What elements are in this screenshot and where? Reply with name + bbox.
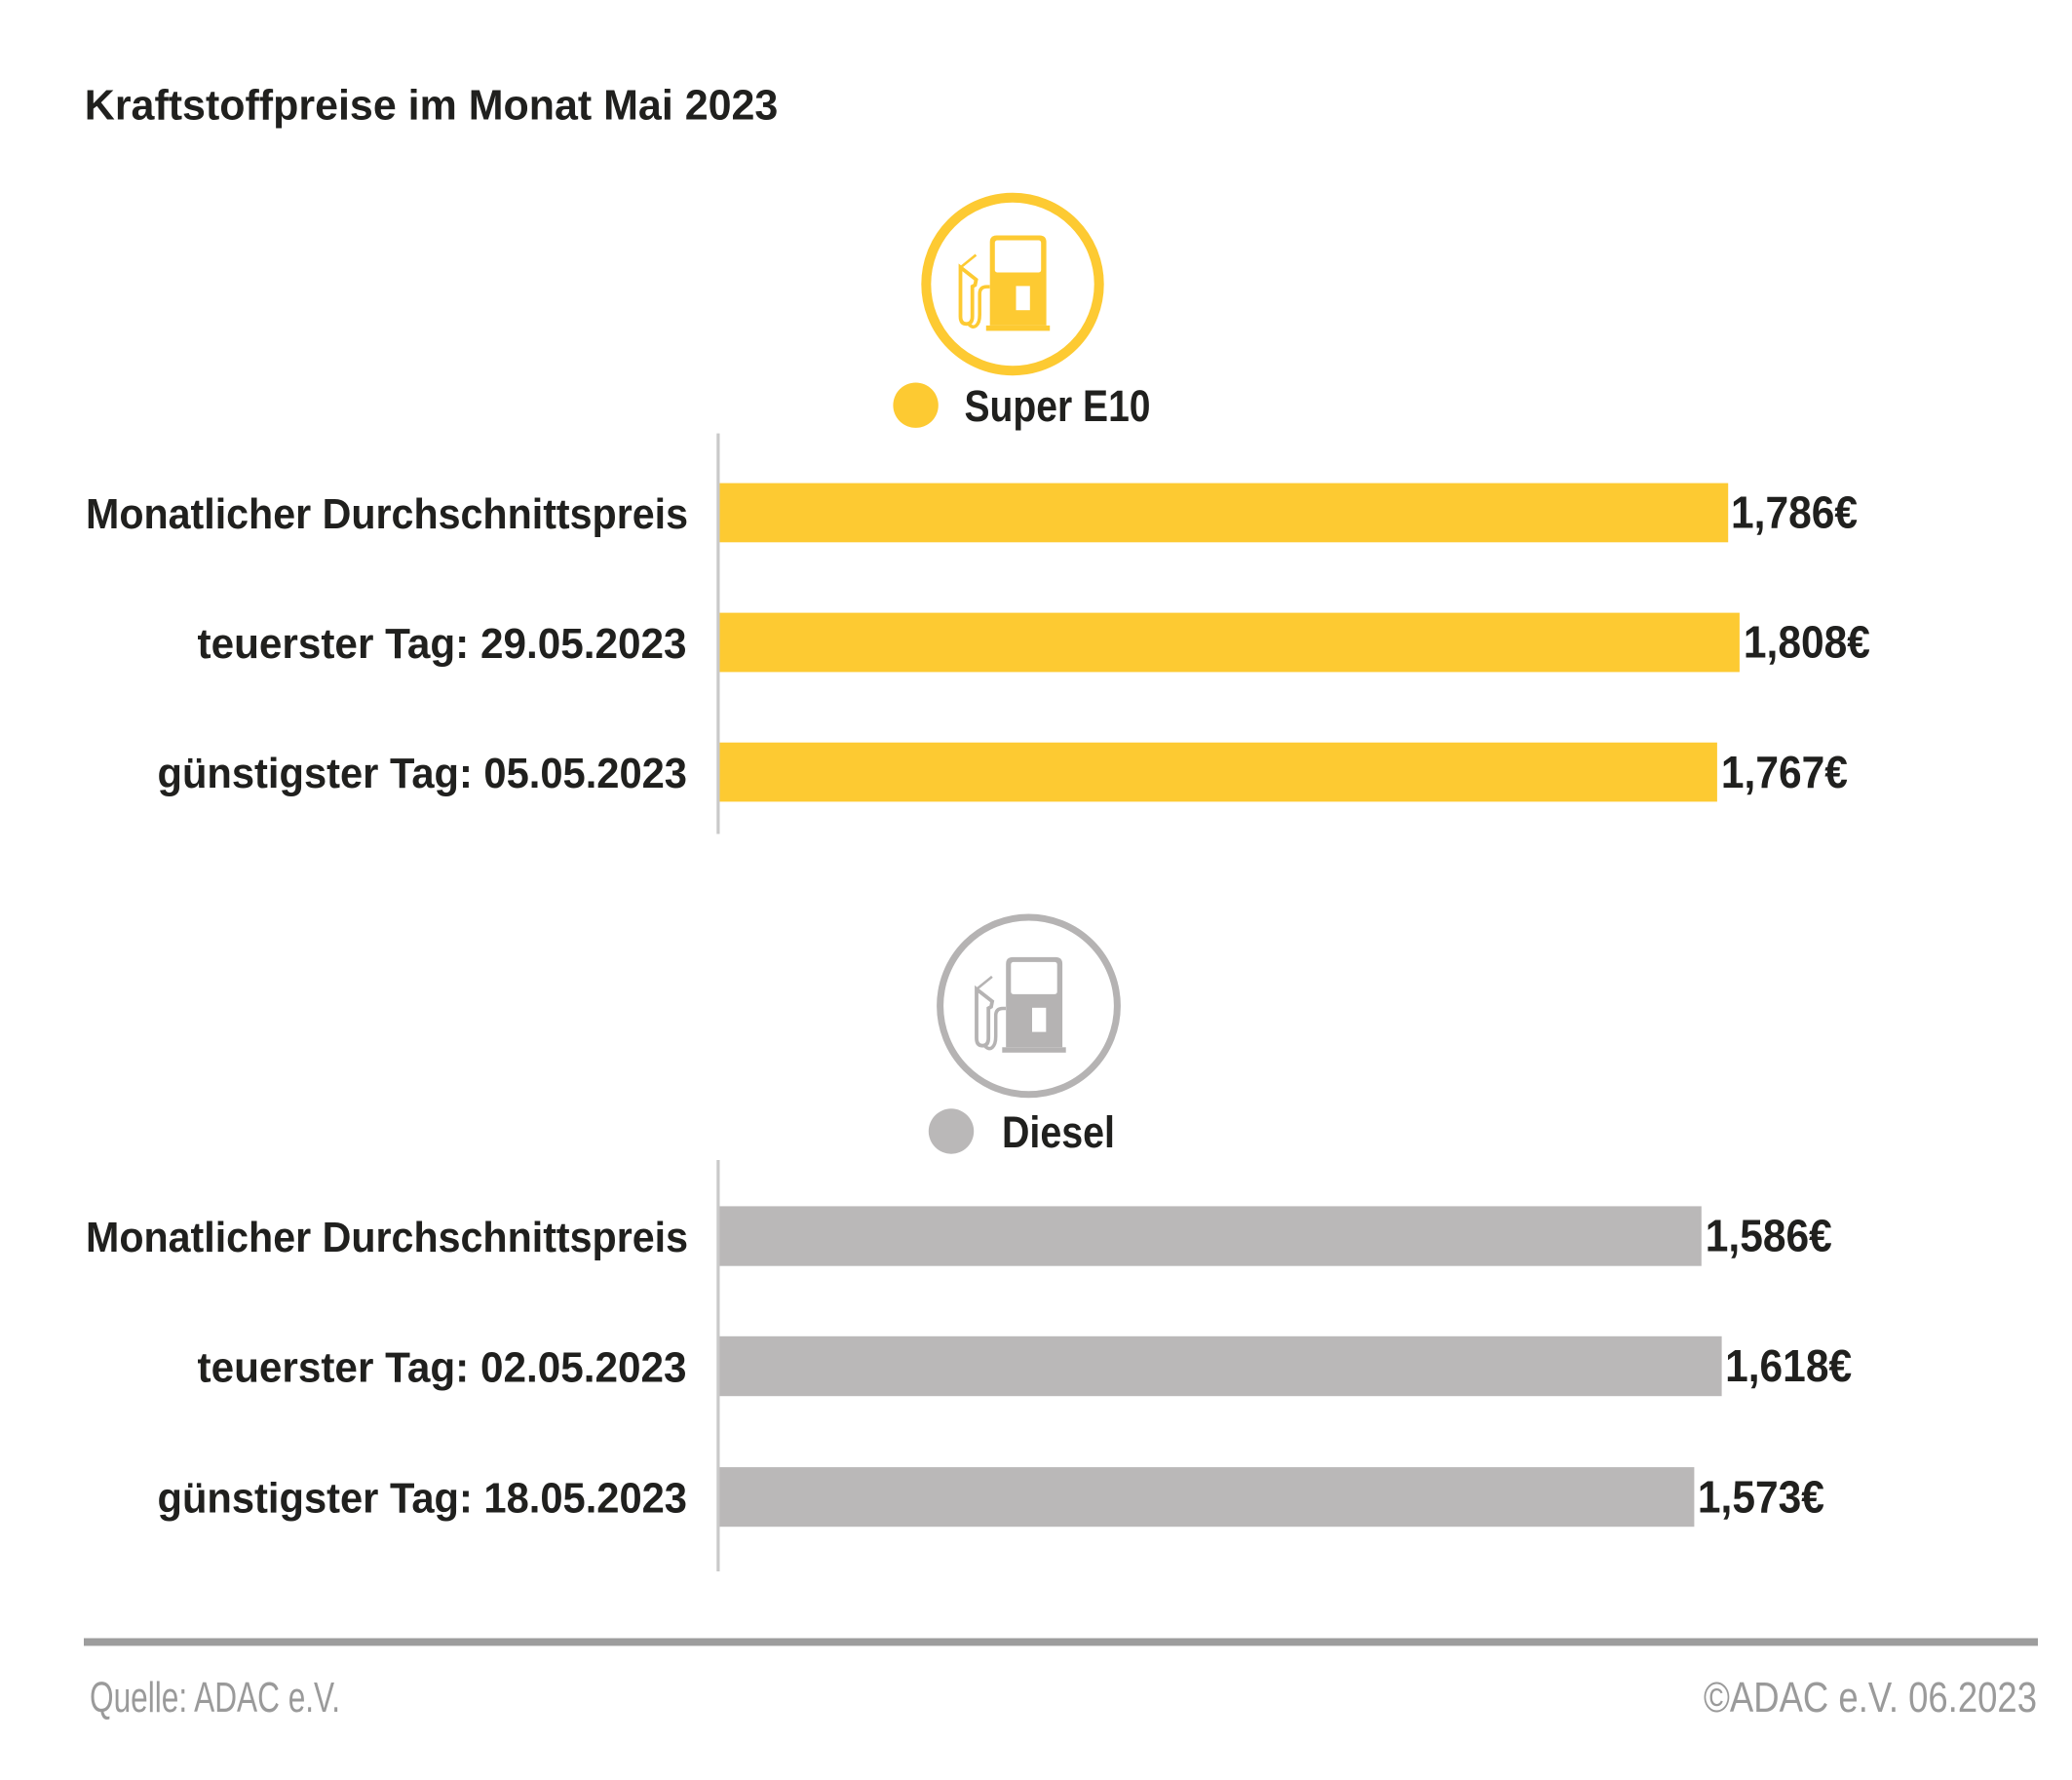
svg-text:teuerster Tag: 02.05.2023: teuerster Tag: 02.05.2023 <box>198 1344 687 1391</box>
svg-text:teuerster Tag: 29.05.2023: teuerster Tag: 29.05.2023 <box>198 621 687 668</box>
svg-text:Monatlicher Durchschnittspreis: Monatlicher Durchschnittspreis <box>86 1215 688 1261</box>
svg-text:1,618€: 1,618€ <box>1725 1340 1852 1391</box>
svg-text:1,786€: 1,786€ <box>1731 487 1858 538</box>
svg-text:1,808€: 1,808€ <box>1744 617 1870 668</box>
svg-text:©ADAC e.V. 06.2023: ©ADAC e.V. 06.2023 <box>1704 1674 2037 1722</box>
svg-text:günstigster Tag: 05.05.2023: günstigster Tag: 05.05.2023 <box>158 751 688 797</box>
svg-text:Quelle: ADAC e.V.: Quelle: ADAC e.V. <box>90 1674 340 1722</box>
svg-text:1,573€: 1,573€ <box>1698 1471 1824 1522</box>
svg-text:Monatlicher Durchschnittspreis: Monatlicher Durchschnittspreis <box>86 491 688 538</box>
svg-text:Super E10: Super E10 <box>965 381 1151 431</box>
svg-text:günstigster Tag: 18.05.2023: günstigster Tag: 18.05.2023 <box>158 1476 688 1523</box>
svg-text:1,767€: 1,767€ <box>1721 747 1848 797</box>
svg-text:Kraftstoffpreise im Monat Mai: Kraftstoffpreise im Monat Mai 2023 <box>85 83 779 130</box>
svg-text:1,586€: 1,586€ <box>1706 1211 1832 1261</box>
svg-text:Diesel: Diesel <box>1002 1107 1115 1157</box>
